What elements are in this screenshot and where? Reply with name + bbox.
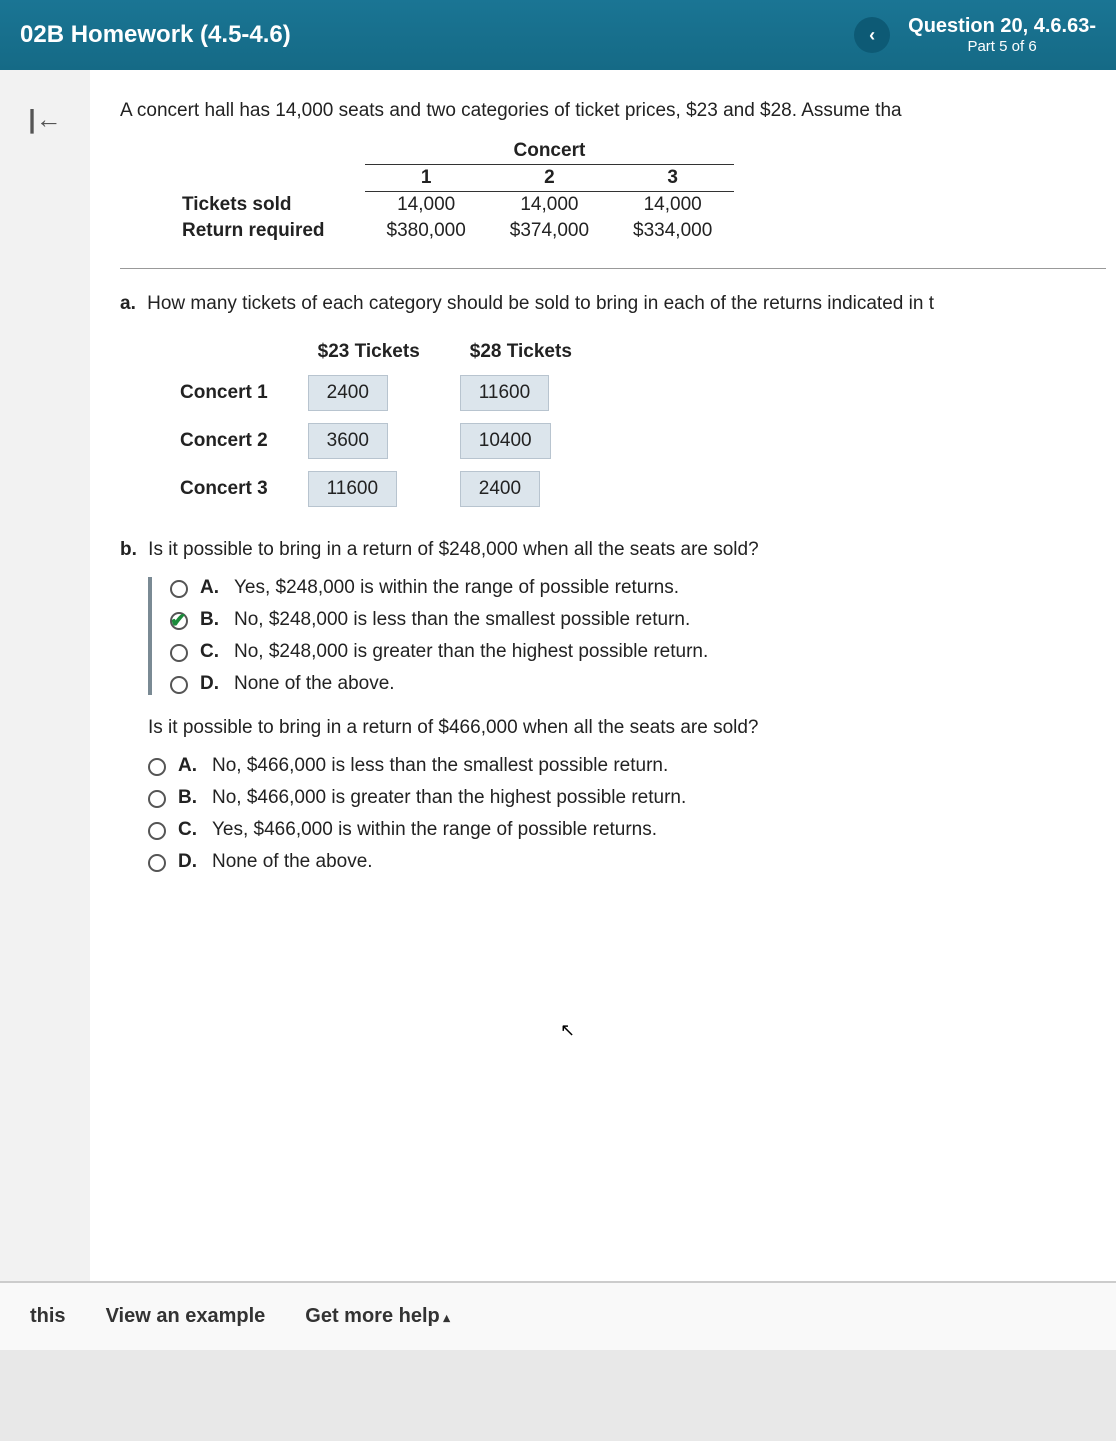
- page-header: 02B Homework (4.5-4.6) ‹ Question 20, 4.…: [0, 0, 1116, 70]
- ans-c2-23-input[interactable]: 3600: [308, 423, 388, 459]
- homework-title: 02B Homework (4.5-4.6): [20, 21, 291, 49]
- mc1-option-d[interactable]: D. None of the above.: [170, 673, 1106, 695]
- opt-letter: A.: [178, 755, 200, 777]
- get-more-help-dropdown[interactable]: Get more help: [305, 1305, 450, 1328]
- mc2-option-d[interactable]: D. None of the above.: [148, 851, 1106, 873]
- part-a-label: a.: [120, 293, 136, 314]
- opt-text: None of the above.: [212, 851, 373, 873]
- part-number: Part 5 of 6: [908, 38, 1096, 55]
- radio-icon: [148, 822, 166, 840]
- problem-intro: A concert hall has 14,000 seats and two …: [120, 100, 1106, 122]
- radio-icon: [148, 758, 166, 776]
- col-header-2: 2: [488, 165, 611, 192]
- part-b: b. Is it possible to bring in a return o…: [120, 539, 1106, 561]
- opt-text: Yes, $466,000 is within the range of pos…: [212, 819, 657, 841]
- opt-letter: B.: [200, 609, 222, 631]
- row-label-tickets: Tickets sold: [160, 192, 365, 219]
- mc1-option-c[interactable]: C. No, $248,000 is greater than the high…: [170, 641, 1106, 663]
- tickets-3: 14,000: [611, 192, 734, 219]
- radio-icon: [170, 644, 188, 662]
- part-b2-text: Is it possible to bring in a return of $…: [148, 717, 1106, 739]
- opt-letter: D.: [200, 673, 222, 695]
- ans-c1-28-input[interactable]: 11600: [460, 375, 549, 411]
- chevron-left-icon: ‹: [869, 25, 875, 46]
- footer-toolbar: this View an example Get more help: [0, 1281, 1116, 1350]
- cursor-icon: ↖: [560, 1020, 575, 1041]
- return-3: $334,000: [611, 218, 734, 244]
- radio-icon: [148, 790, 166, 808]
- ans-row2-label: Concert 2: [180, 423, 278, 459]
- radio-icon: [170, 580, 188, 598]
- opt-letter: B.: [178, 787, 200, 809]
- section-divider: [120, 268, 1106, 269]
- mc2-option-b[interactable]: B. No, $466,000 is greater than the high…: [148, 787, 1106, 809]
- return-2: $374,000: [488, 218, 611, 244]
- ans-header-28: $28 Tickets: [460, 341, 582, 363]
- mc1-option-a[interactable]: A. Yes, $248,000 is within the range of …: [170, 577, 1106, 599]
- concert-super-header: Concert: [365, 138, 735, 165]
- prev-question-button[interactable]: ‹: [854, 17, 890, 53]
- part-a-text: How many tickets of each category should…: [147, 293, 934, 314]
- radio-icon: [170, 676, 188, 694]
- ans-c3-23-input[interactable]: 11600: [308, 471, 397, 507]
- question-number: Question 20, 4.6.63-: [908, 15, 1096, 38]
- tickets-2: 14,000: [488, 192, 611, 219]
- return-1: $380,000: [365, 218, 488, 244]
- part-b-text: Is it possible to bring in a return of $…: [148, 539, 759, 560]
- opt-letter: C.: [200, 641, 222, 663]
- col-header-1: 1: [365, 165, 488, 192]
- mc-block-1: A. Yes, $248,000 is within the range of …: [148, 577, 1106, 695]
- mc2-option-a[interactable]: A. No, $466,000 is less than the smalles…: [148, 755, 1106, 777]
- row-label-return: Return required: [160, 218, 365, 244]
- opt-text: No, $466,000 is less than the smallest p…: [212, 755, 668, 777]
- opt-letter: A.: [200, 577, 222, 599]
- opt-text: None of the above.: [234, 673, 395, 695]
- opt-text: No, $466,000 is greater than the highest…: [212, 787, 686, 809]
- col-header-3: 3: [611, 165, 734, 192]
- this-link[interactable]: this: [30, 1305, 66, 1328]
- mc1-option-b[interactable]: B. No, $248,000 is less than the smalles…: [170, 609, 1106, 631]
- mc-block-2: A. No, $466,000 is less than the smalles…: [148, 755, 1106, 873]
- collapse-button[interactable]: |←: [20, 100, 69, 139]
- view-example-link[interactable]: View an example: [106, 1305, 266, 1328]
- opt-letter: D.: [178, 851, 200, 873]
- ans-row3-label: Concert 3: [180, 471, 278, 507]
- collapse-left-icon: |←: [28, 104, 61, 134]
- opt-text: No, $248,000 is greater than the highest…: [234, 641, 708, 663]
- ans-row1-label: Concert 1: [180, 375, 278, 411]
- tickets-1: 14,000: [365, 192, 488, 219]
- question-body: A concert hall has 14,000 seats and two …: [90, 70, 1116, 1350]
- answer-table: $23 Tickets $28 Tickets Concert 1 2400 1…: [150, 329, 612, 519]
- radio-checked-icon: [170, 612, 188, 630]
- ans-c2-28-input[interactable]: 10400: [460, 423, 551, 459]
- mc2-option-c[interactable]: C. Yes, $466,000 is within the range of …: [148, 819, 1106, 841]
- question-info: Question 20, 4.6.63- Part 5 of 6: [908, 15, 1096, 55]
- concert-data-table: Concert 1 2 3 Tickets sold 14,000 14,000…: [160, 138, 734, 244]
- left-gutter: |←: [0, 70, 90, 1350]
- ans-c1-23-input[interactable]: 2400: [308, 375, 388, 411]
- part-b-label: b.: [120, 539, 137, 560]
- ans-c3-28-input[interactable]: 2400: [460, 471, 540, 507]
- content-wrap: |← A concert hall has 14,000 seats and t…: [0, 70, 1116, 1350]
- opt-text: No, $248,000 is less than the smallest p…: [234, 609, 690, 631]
- ans-header-23: $23 Tickets: [308, 341, 430, 363]
- opt-letter: C.: [178, 819, 200, 841]
- opt-text: Yes, $248,000 is within the range of pos…: [234, 577, 679, 599]
- part-a: a. How many tickets of each category sho…: [120, 293, 1106, 315]
- radio-icon: [148, 854, 166, 872]
- header-right: ‹ Question 20, 4.6.63- Part 5 of 6: [854, 15, 1096, 55]
